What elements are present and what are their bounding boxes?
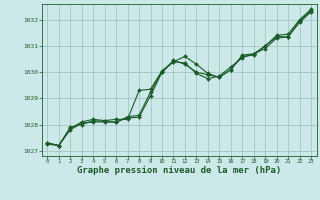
X-axis label: Graphe pression niveau de la mer (hPa): Graphe pression niveau de la mer (hPa) bbox=[77, 166, 281, 175]
